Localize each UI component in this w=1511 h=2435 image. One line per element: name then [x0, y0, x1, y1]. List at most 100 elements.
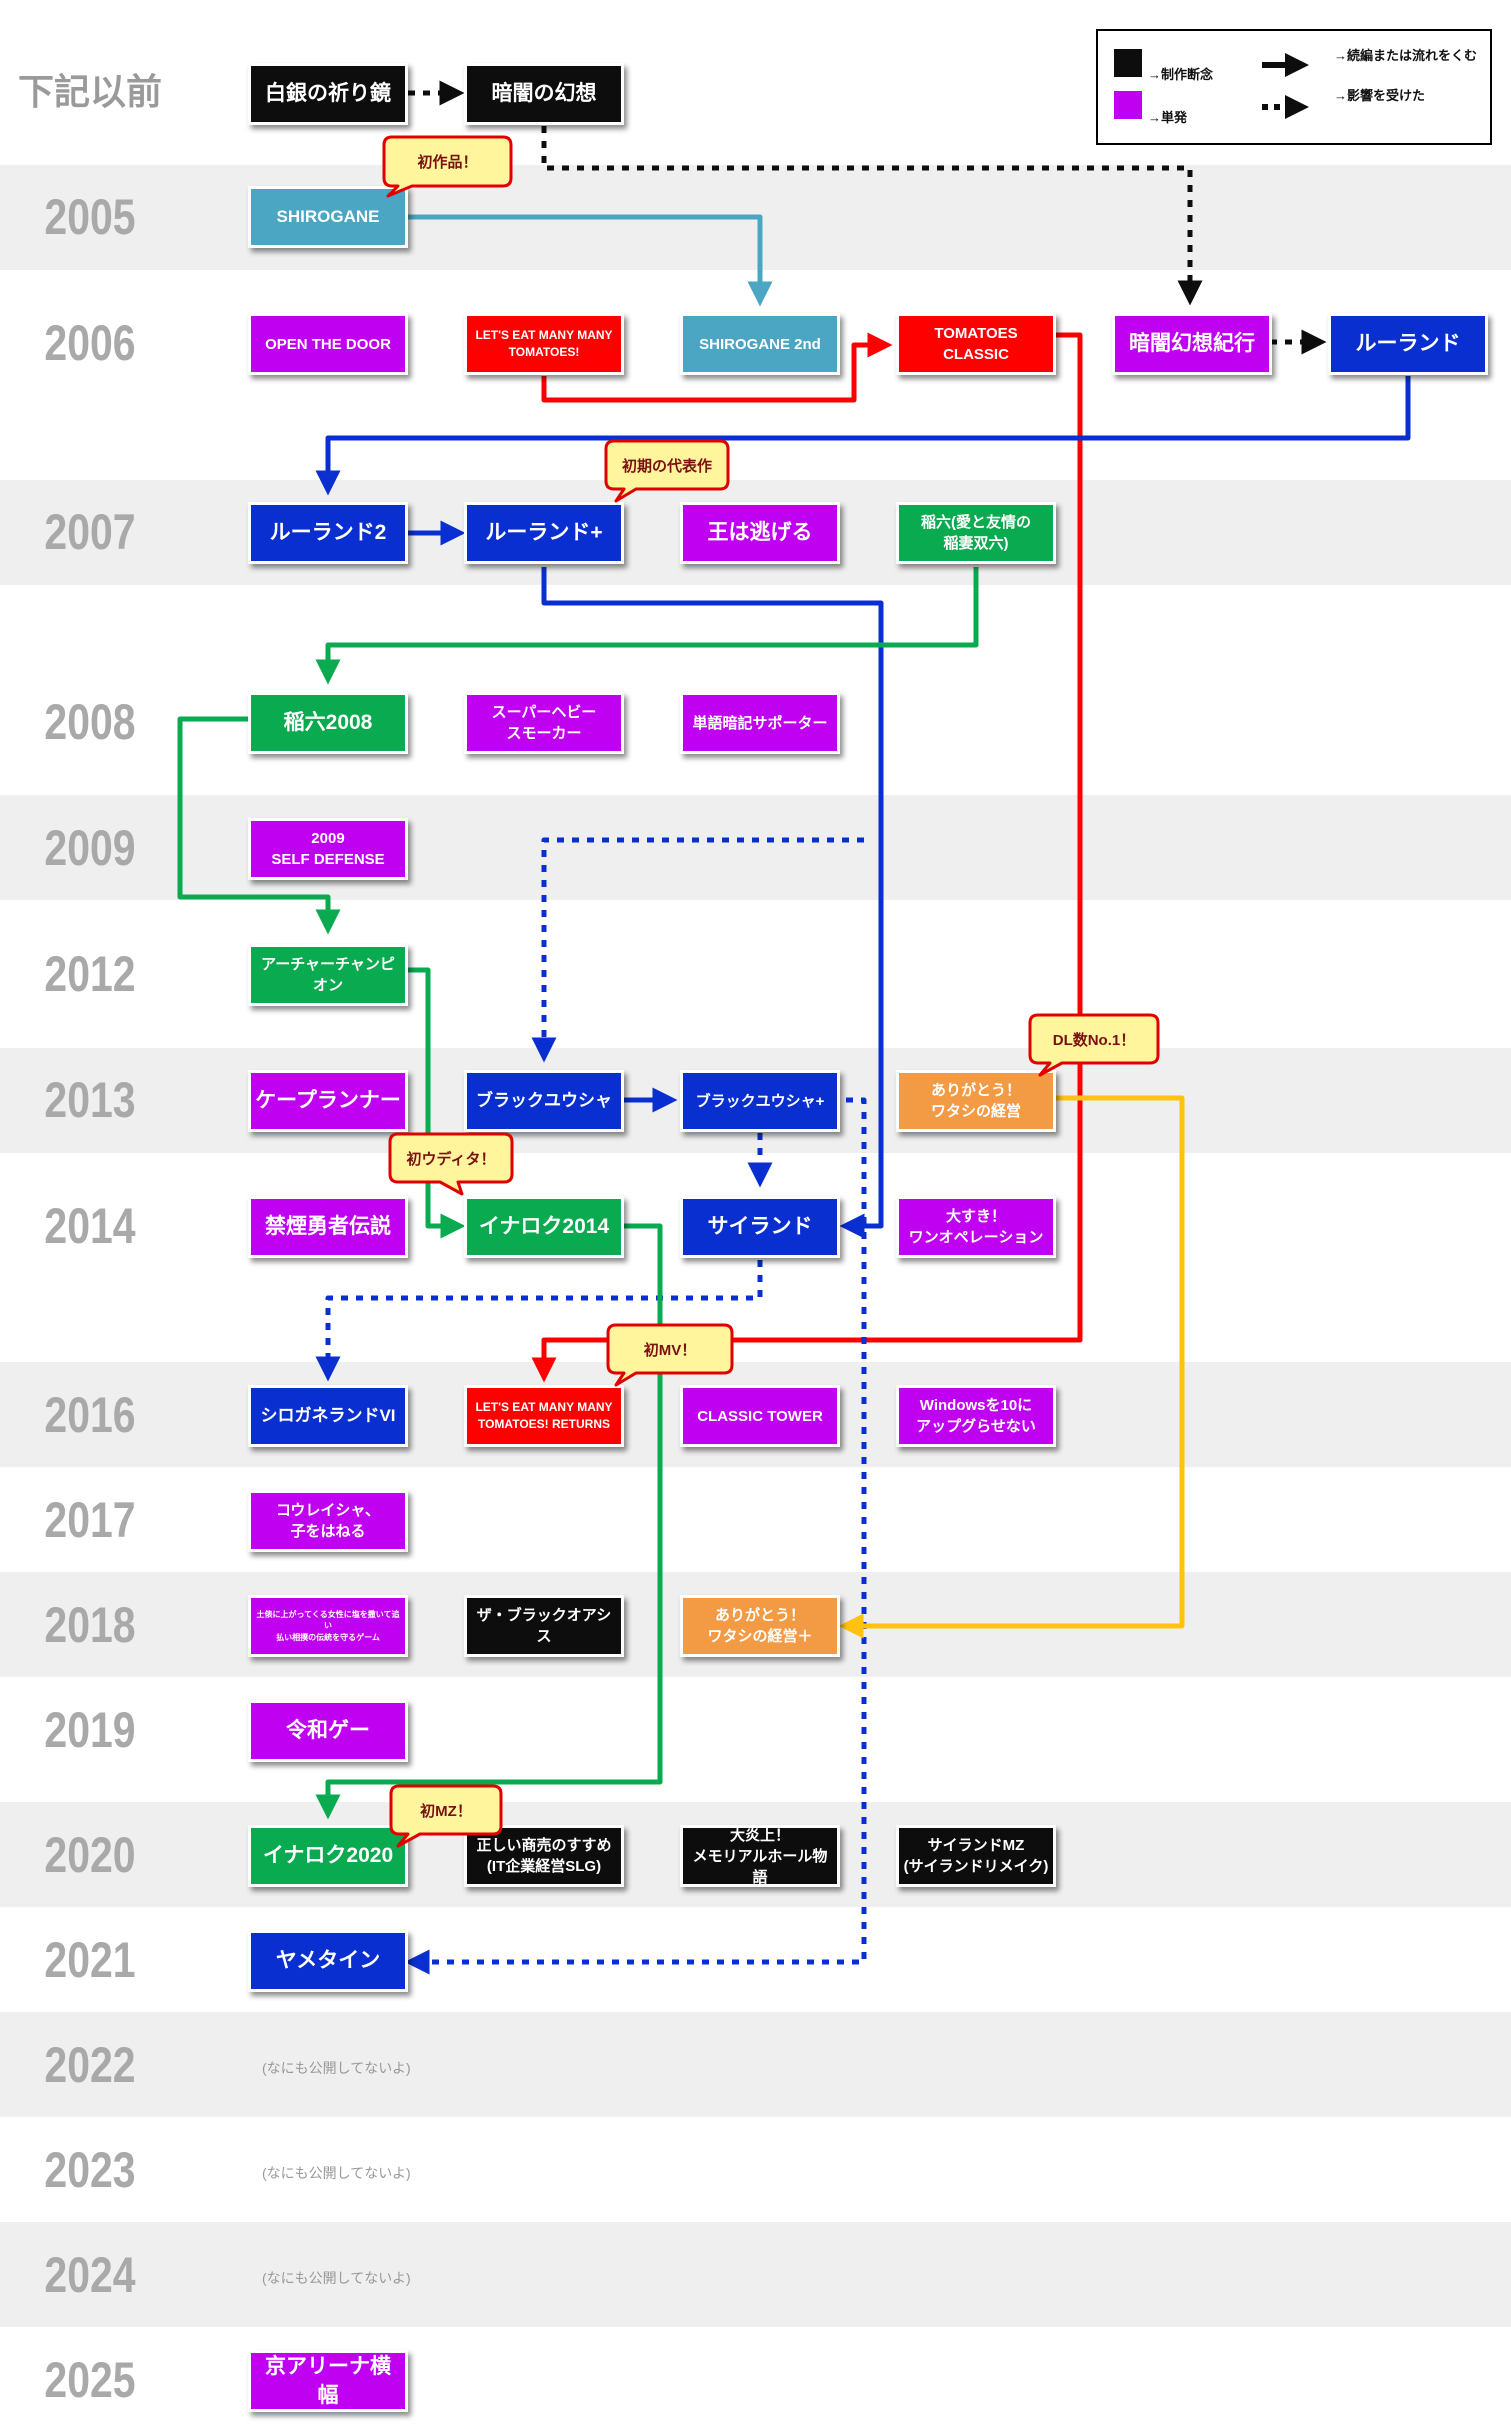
year-label-2005: 2005 — [44, 189, 136, 245]
game-black-yusha-plus: ブラックユウシャ+ — [680, 1070, 840, 1132]
game-daisuki-one-operation: 大すき！ ワンオペレーション — [896, 1196, 1056, 1258]
game-anyami-gensou-kikou: 暗闇幻想紀行 — [1112, 313, 1272, 375]
game-ou-wa-nigeru: 王は逃げる — [680, 502, 840, 564]
bubble-shape-first-mz — [389, 1784, 503, 1848]
game-black-oasis: ザ・ブラックオアシス — [464, 1595, 624, 1657]
year-label-2009: 2009 — [44, 820, 136, 876]
arrow-2008-to-archer — [177, 716, 341, 935]
game-dohyo: 土俵に上がってくる女性に塩を撒いて追い 払い相撲の伝統を守るゲーム — [248, 1595, 408, 1657]
game-yametain: ヤメタイン — [248, 1930, 408, 1992]
game-kowareisha: コウレイシャ、 子をはねる — [248, 1490, 408, 1552]
bubble-first-mv: 初MV！ — [643, 1341, 697, 1359]
arrow-self-defense-to-black-yusha — [531, 837, 864, 1063]
game-anyami-no-gensou: 暗闇の幻想 — [464, 63, 624, 125]
game-inaroku-2014: イナロク2014 — [464, 1196, 624, 1258]
legend-sequel-label: →続編または流れをくむ — [1334, 48, 1478, 63]
bubble-shape-first-mv — [606, 1323, 734, 1387]
arrow-inaroku-to-2008 — [315, 567, 979, 685]
year-label-2016: 2016 — [44, 1387, 136, 1443]
legend-arrow-icons — [1262, 53, 1309, 119]
year-label-2012: 2012 — [44, 946, 136, 1002]
year-label-2024: 2024 — [44, 2247, 136, 2303]
year-label-pre: 下記以前 — [17, 71, 162, 112]
game-tomatoes-returns: LET'S EAT MANY MANY TOMATOES! RETURNS — [464, 1385, 624, 1447]
game-kyo-arena-yokohaba: 京アリーナ横幅 — [248, 2350, 408, 2412]
game-shirogane-2nd: SHIROGANE 2nd — [680, 313, 840, 375]
year-label-2019: 2019 — [44, 1702, 136, 1758]
game-super-heavy-smoker: スーパーヘビー スモーカー — [464, 692, 624, 754]
bubble-dl-no1: DL数No.1！ — [1052, 1031, 1136, 1049]
game-self-defense: 2009 SELF DEFENSE — [248, 818, 408, 880]
game-shirogane-land-vi: シロガネランドVI — [248, 1385, 408, 1447]
bubble-first-wodito: 初ウディタ！ — [406, 1150, 496, 1168]
game-inaroku-2008: 稲六2008 — [248, 692, 408, 754]
year-label-2013: 2013 — [44, 1072, 136, 1128]
arrow-shirogane-to-2nd — [408, 214, 773, 307]
arrow-ruland-to-ruland2 — [315, 376, 1411, 496]
bubble-first-work: 初作品！ — [417, 154, 478, 171]
game-inaroku-ai: 稲六(愛と友情の 稲妻双六) — [896, 502, 1056, 564]
game-shirogane: SHIROGANE — [248, 186, 408, 248]
bubble-first-mz: 初MZ！ — [420, 1802, 472, 1820]
arrow-2014-to-2020 — [315, 1223, 663, 1820]
legend-influenced-label: →影響を受けた — [1334, 88, 1426, 103]
legend-standalone-label: →単発 — [1148, 110, 1188, 125]
empty-year-note-2024: (なにも公開してないよ) — [262, 2270, 411, 2286]
game-ruland-2: ルーランド2 — [248, 502, 408, 564]
game-open-the-door: OPEN THE DOOR — [248, 313, 408, 375]
game-reiwa-game: 令和ゲー — [248, 1700, 408, 1762]
empty-year-note-2022: (なにも公開してないよ) — [262, 2060, 411, 2076]
bubble-shape-dl-no1 — [1028, 1013, 1160, 1077]
year-label-2022: 2022 — [44, 2037, 136, 2093]
year-label-2018: 2018 — [44, 1597, 136, 1653]
game-cape-runner: ケープランナー — [248, 1070, 408, 1132]
legend-black-swatch — [1114, 49, 1142, 77]
arrow-tomatoes-to-classic — [541, 332, 893, 403]
game-sairand: サイランド — [680, 1196, 840, 1258]
game-daienjo: 大炎上！ メモリアルホール物語 — [680, 1825, 840, 1887]
game-black-yusha: ブラックユウシャ — [464, 1070, 624, 1132]
year-label-2008: 2008 — [44, 694, 136, 750]
year-label-2014: 2014 — [44, 1198, 136, 1254]
empty-year-note-2023: (なにも公開してないよ) — [262, 2165, 411, 2181]
bubble-early-masterpiece: 初期の代表作 — [621, 457, 712, 475]
arrow-archer-to-2014 — [408, 967, 466, 1239]
year-band-2022 — [0, 2012, 1511, 2117]
arrow-arigatou-to-plus — [838, 1095, 1185, 1639]
legend-discontinued-label: →制作断念 — [1148, 67, 1214, 82]
game-ruland: ルーランド — [1328, 313, 1488, 375]
legend: →制作断念 →単発 →続編または流れをくむ →影響を受けた — [1096, 29, 1492, 145]
game-archer-champion: アーチャーチャンピオン — [248, 944, 408, 1006]
game-sairand-mz: サイランドMZ (サイランドリメイク) — [896, 1825, 1056, 1887]
arrow-anyami-to-kikou — [541, 126, 1203, 306]
arrow-ruland-plus-to-sairand — [541, 567, 884, 1239]
game-shirogane-no-inori: 白銀の祈り鏡 — [248, 63, 408, 125]
bubble-shape-first-work — [382, 135, 513, 198]
game-windows10: Windowsを10に アップグらせない — [896, 1385, 1056, 1447]
game-arigatou-plus: ありがとう！ ワタシの経営＋ — [680, 1595, 840, 1657]
year-label-2025: 2025 — [44, 2352, 136, 2408]
game-lets-eat-tomatoes: LET'S EAT MANY MANY TOMATOES! — [464, 313, 624, 375]
year-band-2024 — [0, 2222, 1511, 2327]
bubble-shape-first-wodito — [388, 1132, 514, 1196]
game-tomatoes-classic: TOMATOES CLASSIC — [896, 313, 1056, 375]
year-label-2007: 2007 — [44, 504, 136, 560]
game-inaroku-2020: イナロク2020 — [248, 1825, 408, 1887]
game-ruland-plus: ルーランド+ — [464, 502, 624, 564]
arrow-classic-to-returns — [531, 332, 1083, 1383]
year-label-2017: 2017 — [44, 1492, 136, 1548]
year-label-2021: 2021 — [44, 1932, 136, 1988]
arrow-sairand-to-shirogane-land — [315, 1260, 763, 1382]
game-tadashii-shobai: 正しい商売のすすめ (IT企業経営SLG) — [464, 1825, 624, 1887]
year-label-2023: 2023 — [44, 2142, 136, 2198]
game-classic-tower: CLASSIC TOWER — [680, 1385, 840, 1447]
legend-magenta-swatch — [1114, 91, 1142, 119]
year-label-2006: 2006 — [44, 315, 136, 371]
game-arigatou-watashi-no-keiei: ありがとう！ ワタシの経営 — [896, 1070, 1056, 1132]
game-tango-anki-supporter: 単語暗記サポーター — [680, 692, 840, 754]
bubble-shape-early-masterpiece — [604, 439, 730, 503]
year-label-2020: 2020 — [44, 1827, 136, 1883]
